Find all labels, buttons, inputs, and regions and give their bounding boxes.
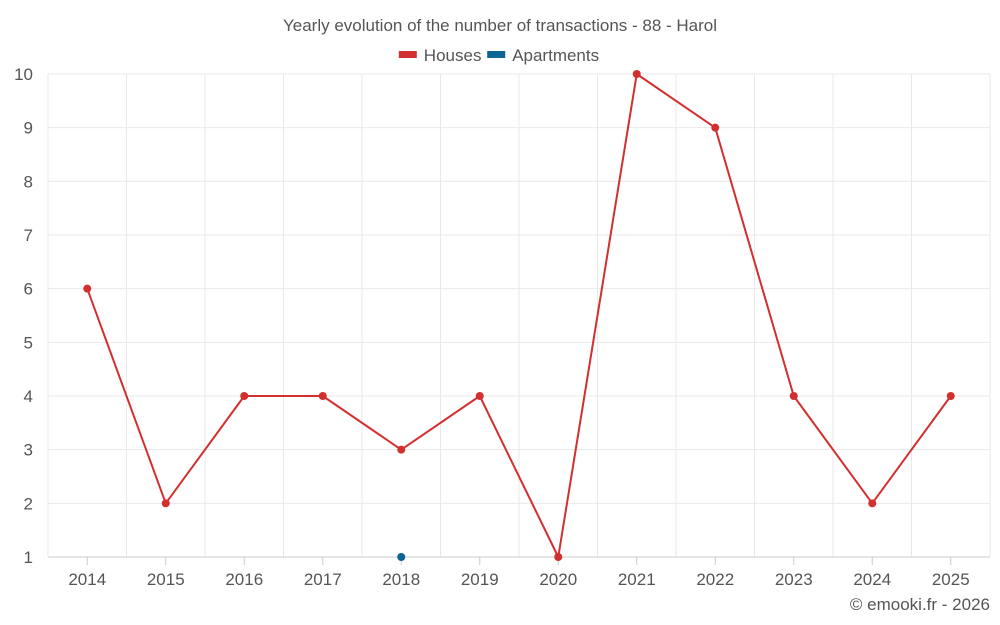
y-tick-label: 1 (24, 548, 33, 567)
data-point-houses (554, 553, 563, 561)
grid (47, 73, 991, 557)
x-tick-label: 2017 (304, 570, 342, 589)
x-tick-label: 2015 (147, 570, 185, 589)
y-tick-label: 7 (24, 226, 33, 245)
data-point-houses (789, 392, 798, 400)
series-layer (83, 70, 955, 561)
credit-text: © emooki.fr - 2026 (850, 595, 990, 614)
data-point-houses (711, 123, 720, 132)
data-point-houses (632, 70, 641, 78)
x-tick-label: 2025 (932, 570, 970, 589)
data-point-houses (318, 392, 327, 400)
x-tick-label: 2016 (225, 570, 263, 589)
y-tick-label: 9 (24, 119, 33, 138)
x-tick-label: 2018 (382, 570, 420, 589)
y-tick-label: 5 (24, 333, 33, 352)
legend-label-apartments: Apartments (512, 46, 599, 65)
data-point-houses (475, 392, 484, 400)
y-tick-label: 3 (24, 441, 33, 460)
data-point-houses (161, 499, 170, 508)
y-tick-label: 2 (24, 494, 33, 513)
data-point-houses (240, 392, 249, 400)
data-point-houses (946, 392, 955, 400)
data-point-apartments (397, 553, 406, 561)
series-line-houses (86, 73, 952, 558)
legend-swatch-houses (398, 51, 417, 58)
data-point-houses (83, 284, 92, 293)
y-tick-label: 6 (24, 280, 33, 299)
x-tick-label: 2019 (461, 570, 499, 589)
legend: Houses Apartments (398, 46, 599, 65)
chart-title: Yearly evolution of the number of transa… (283, 16, 717, 35)
y-axis: 1 2 3 4 5 6 7 8 9 10 (14, 65, 33, 567)
legend-label-houses: Houses (424, 46, 482, 65)
x-tick-label: 2020 (539, 570, 577, 589)
x-tick-label: 2021 (618, 570, 656, 589)
x-tick-label: 2022 (696, 570, 734, 589)
data-point-houses (868, 499, 877, 508)
x-tick-label: 2023 (775, 570, 813, 589)
x-axis: 2014 2015 2016 2017 2018 2019 2020 2021 2022 2023… (48, 556, 990, 589)
x-tick-label: 2024 (853, 570, 891, 589)
data-point-houses (397, 445, 406, 454)
y-tick-label: 10 (14, 65, 33, 84)
y-tick-label: 4 (24, 387, 33, 406)
legend-swatch-apartments (487, 51, 506, 58)
x-tick-label: 2014 (68, 570, 106, 589)
y-tick-label: 8 (24, 172, 33, 191)
